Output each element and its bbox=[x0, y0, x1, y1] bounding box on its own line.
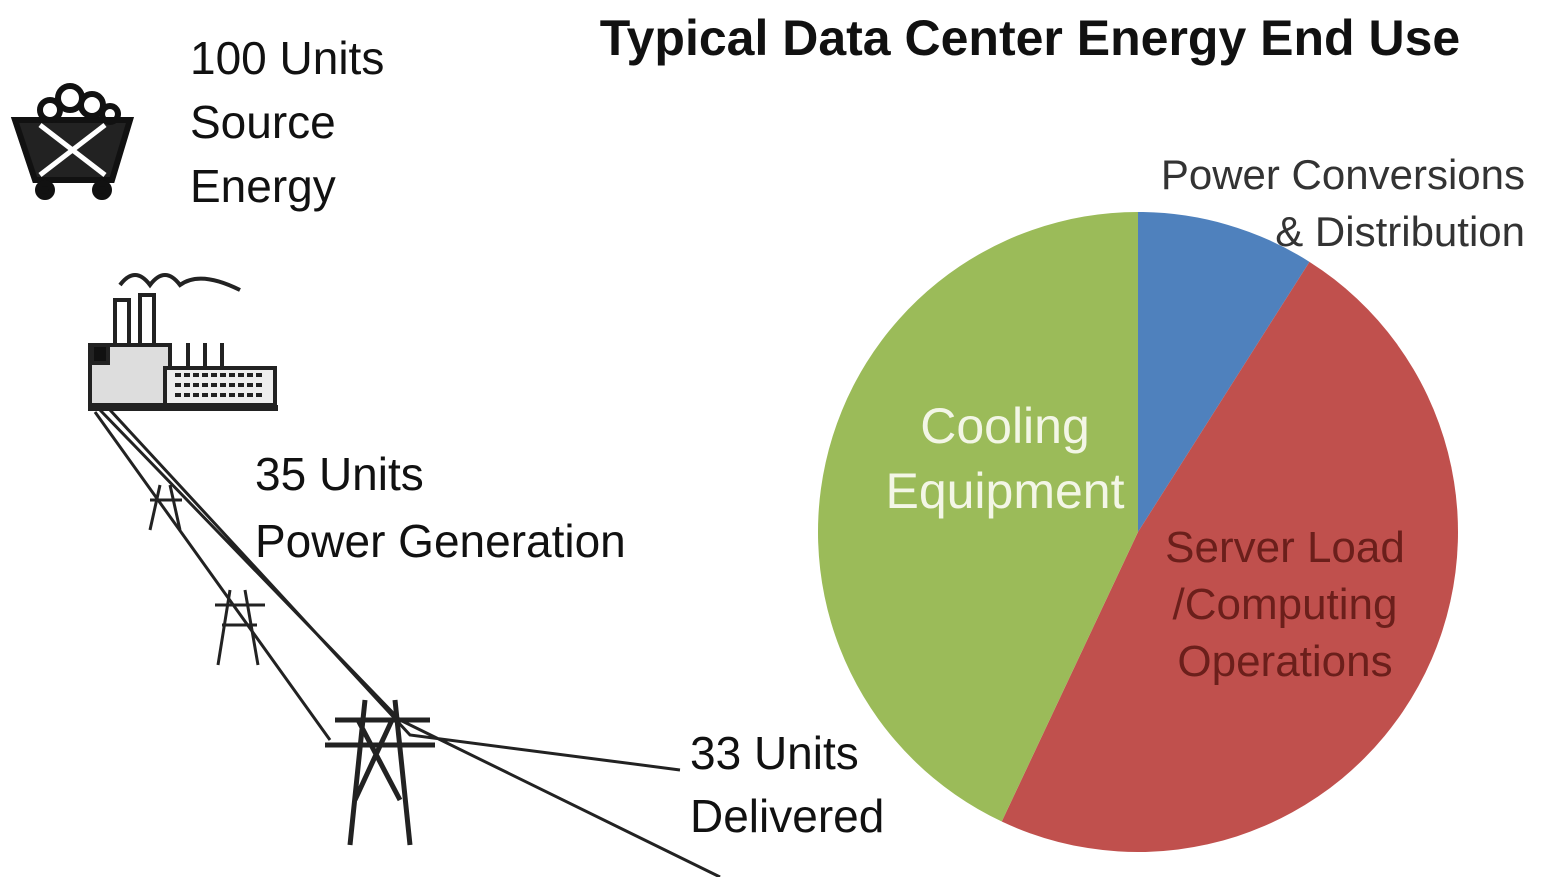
infographic: Typical Data Center Energy End Use 100 U… bbox=[0, 0, 1556, 877]
power-plant-icon bbox=[88, 275, 278, 408]
chart-title: Typical Data Center Energy End Use bbox=[600, 10, 1460, 66]
coal-cart-icon bbox=[15, 86, 130, 197]
